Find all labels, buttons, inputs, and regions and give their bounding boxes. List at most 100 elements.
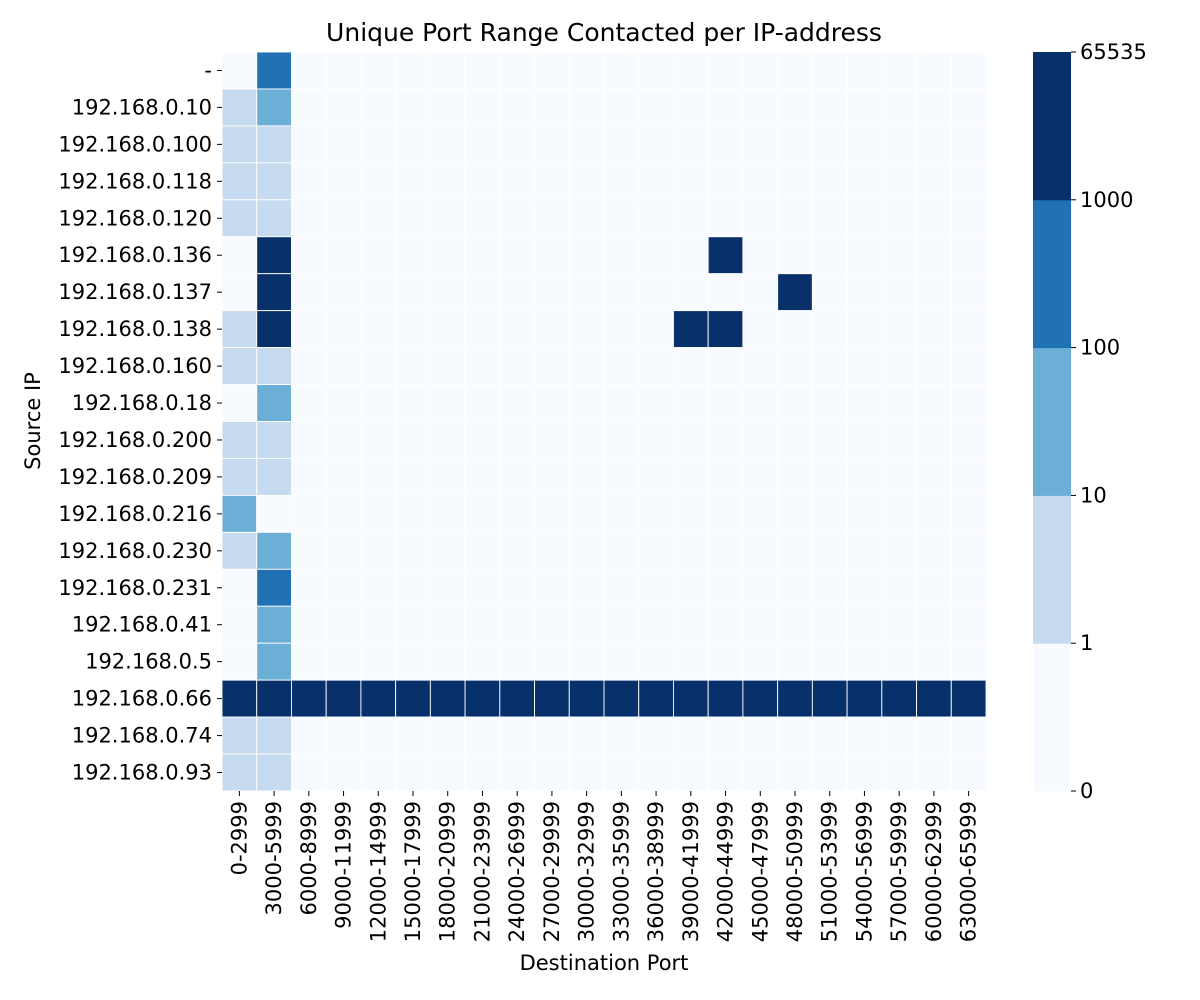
heatmap-cell (603, 568, 640, 607)
heatmap-cell (846, 458, 883, 496)
heatmap-cell (221, 310, 258, 349)
heatmap-cell (673, 679, 709, 718)
heatmap-cell (916, 88, 952, 127)
heatmap-cell (603, 531, 640, 570)
heatmap-cell (464, 88, 501, 127)
heatmap-cell (534, 421, 570, 459)
heatmap-cell (534, 273, 570, 312)
heatmap-cell (707, 642, 744, 681)
heatmap-cell (603, 642, 640, 681)
heatmap-cell (256, 347, 292, 386)
heatmap-cell (325, 421, 362, 459)
heatmap-cell (707, 384, 744, 422)
heatmap-cell (950, 384, 987, 422)
heatmap-cell (429, 310, 466, 349)
heatmap-cell (916, 273, 952, 312)
x-tick-label: 42000-44999 (714, 801, 738, 942)
heatmap-cell (673, 384, 709, 422)
heatmap-cell (603, 273, 640, 312)
heatmap-cell (638, 51, 674, 90)
heatmap-cell (429, 236, 466, 275)
heatmap-cell (429, 384, 466, 422)
heatmap-cell (291, 679, 327, 718)
heatmap-cell (291, 568, 327, 607)
heatmap-cell (534, 605, 570, 644)
heatmap-cell (429, 568, 466, 607)
heatmap-cell (811, 51, 848, 90)
x-tick-label: 48000-50999 (783, 801, 807, 942)
heatmap-cell (707, 679, 744, 718)
heatmap-cell (707, 421, 744, 459)
heatmap-cell (846, 273, 883, 312)
heatmap-cell (777, 347, 813, 386)
heatmap-cell (846, 531, 883, 570)
heatmap-cell (777, 458, 813, 496)
heatmap-cell (464, 531, 501, 570)
heatmap-cell (881, 236, 918, 275)
heatmap-cell (395, 753, 431, 792)
heatmap-cell (395, 273, 431, 312)
heatmap-cell (916, 199, 952, 238)
heatmap-cell (881, 199, 918, 238)
heatmap-cell (256, 753, 292, 792)
heatmap-cell (638, 458, 674, 496)
heatmap-cell (846, 568, 883, 607)
heatmap-cell (742, 347, 779, 386)
heatmap-cell (950, 642, 987, 681)
heatmap-cell (742, 568, 779, 607)
colorbar-tick-label: 10 (1080, 483, 1107, 507)
y-tick-label: 192.168.0.137 (58, 280, 212, 304)
y-tick-label: 192.168.0.5 (85, 650, 212, 674)
heatmap-cell (707, 605, 744, 644)
heatmap-cell (499, 310, 536, 349)
heatmap-cell (811, 458, 848, 496)
y-tick-label: - (204, 58, 212, 82)
heatmap-cell (777, 273, 813, 312)
heatmap-cell (950, 347, 987, 386)
heatmap-cell (464, 347, 501, 386)
heatmap-cell (325, 199, 362, 238)
colorbar-segment (1033, 643, 1071, 792)
heatmap-cell (811, 568, 848, 607)
heatmap-cell (846, 162, 883, 201)
heatmap-cell (950, 458, 987, 496)
heatmap-cell (881, 347, 918, 386)
heatmap-cell (811, 494, 848, 533)
heatmap-cell (429, 716, 466, 755)
heatmap-cell (916, 642, 952, 681)
heatmap-cell (568, 568, 605, 607)
heatmap-cell (464, 199, 501, 238)
heatmap-cell (360, 421, 397, 459)
heatmap-cell (638, 310, 674, 349)
heatmap-cell (360, 531, 397, 570)
heatmap-cell (707, 51, 744, 90)
heatmap-cell (568, 494, 605, 533)
heatmap-cell (881, 642, 918, 681)
heatmap-cell (916, 421, 952, 459)
heatmap-cell (742, 494, 779, 533)
heatmap-cell (811, 384, 848, 422)
heatmap-cell (846, 51, 883, 90)
heatmap-cell (360, 236, 397, 275)
x-tick-label: 39000-41999 (679, 801, 703, 942)
heatmap-cell (846, 642, 883, 681)
heatmap-cell (950, 605, 987, 644)
heatmap-cell (464, 716, 501, 755)
y-tick-label: 192.168.0.120 (58, 206, 212, 230)
heatmap-cell (742, 310, 779, 349)
heatmap-cell (568, 531, 605, 570)
x-tick-label: 12000-14999 (366, 801, 390, 942)
heatmap-cell (499, 494, 536, 533)
heatmap-cell (499, 384, 536, 422)
heatmap-cell (707, 310, 744, 349)
colorbar-segment (1033, 347, 1071, 496)
heatmap-cell (360, 384, 397, 422)
heatmap-cell (881, 310, 918, 349)
heatmap-cell (742, 679, 779, 718)
colorbar-tick-label: 65535 (1080, 40, 1147, 64)
heatmap-cell (291, 236, 327, 275)
heatmap-cell (950, 753, 987, 792)
heatmap-cell (777, 568, 813, 607)
heatmap-cell (221, 88, 258, 127)
heatmap-cell (707, 568, 744, 607)
